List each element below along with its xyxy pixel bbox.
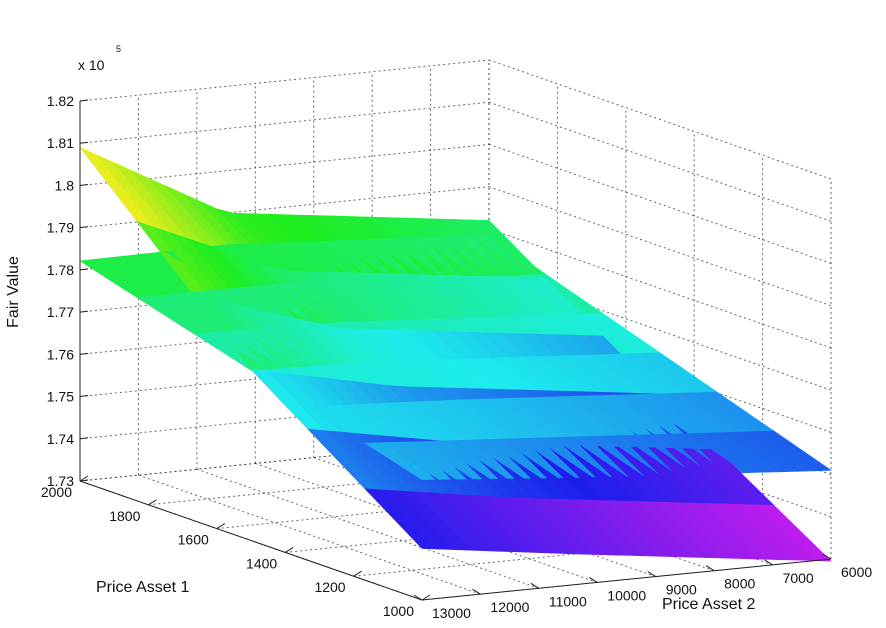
y-tick-label: 6000 [841,564,872,580]
z-tick-mark [79,268,89,271]
grid-line [488,143,832,264]
z-tick-mark [79,395,89,398]
y-tick-label: 8000 [724,576,755,592]
x-tick-label: 1200 [314,579,345,595]
y-tick-mark [822,553,832,560]
y-tick-mark [647,571,656,577]
grid-line [488,228,832,349]
y-tick-mark [705,565,715,572]
z-tick-label: 1.75 [47,389,74,405]
z-tick-mark [79,352,89,355]
y-tick-mark [764,559,773,566]
z-multiplier-base: x 10 [78,57,105,73]
grid-line [79,59,490,102]
z-tick-label: 1.81 [47,135,74,151]
surfaces [79,147,832,562]
x-tick-mark [353,570,362,577]
axis-line-y [421,558,832,601]
y-tick-label: 7000 [783,570,814,586]
x-tick-label: 2000 [41,484,72,500]
z-tick-label: 1.82 [47,93,74,109]
z-multiplier-exponent: 5 [116,44,121,54]
y-tick-label: 11000 [549,593,587,609]
z-tick-label: 1.8 [55,177,75,193]
x-tick-mark [216,523,226,530]
surface-patch [756,504,832,562]
y-tick-mark [589,577,598,583]
grid-line [79,439,490,482]
x-axis-label: Price Asset 1 [96,579,189,596]
z-tick-mark [79,141,89,144]
z-tick-mark [79,183,89,186]
z-axis-label: Fair Value [5,256,22,328]
z-tick-label: 1.73 [47,473,74,489]
z-tick-mark [79,479,89,482]
y-tick-label: 12000 [490,599,529,615]
y-tick-label: 9000 [666,582,697,598]
surface-patch [756,430,832,472]
grid-line [488,59,832,180]
x-tick-mark [79,475,89,482]
y-tick-label: 13000 [432,605,471,621]
x-tick-label: 1600 [178,532,209,548]
grid-line [79,397,490,440]
grid-line [79,101,490,144]
x-tick-label: 1000 [383,603,414,619]
grid-line [79,143,490,186]
grid-line [488,186,832,307]
z-tick-mark [79,226,89,229]
grid-line [79,186,490,229]
grid-line [138,474,481,595]
z-tick-label: 1.79 [47,220,74,236]
grid-line [196,468,540,589]
x-tick-mark [148,499,157,506]
y-axis-label: Price Asset 2 [662,596,755,613]
axis-box [79,99,832,601]
tick-labels: 1.73 1.74 1.75 1.76 1.77 1.78 1.79 1.8 1.81 1.82 1… [41,93,873,621]
grid-line [488,101,832,222]
y-tick-mark [413,594,423,601]
x-tick-mark [284,546,294,553]
x-tick-label: 1400 [246,555,277,571]
grid-line [148,463,558,506]
grid-line [353,534,763,577]
z-tick-mark [79,99,89,102]
z-tick-label: 1.74 [47,431,74,447]
x-tick-mark [421,594,431,601]
z-tick-label: 1.78 [47,262,74,278]
z-tick-mark [79,437,89,440]
axis-line-x [79,480,423,601]
y-tick-mark [530,582,540,589]
z-tick-label: 1.76 [47,346,74,362]
x-tick-label: 1800 [109,508,140,524]
y-tick-label: 10000 [607,587,646,603]
z-tick-mark [79,310,89,313]
z-tick-label: 1.77 [47,304,74,320]
y-tick-mark [472,588,481,595]
